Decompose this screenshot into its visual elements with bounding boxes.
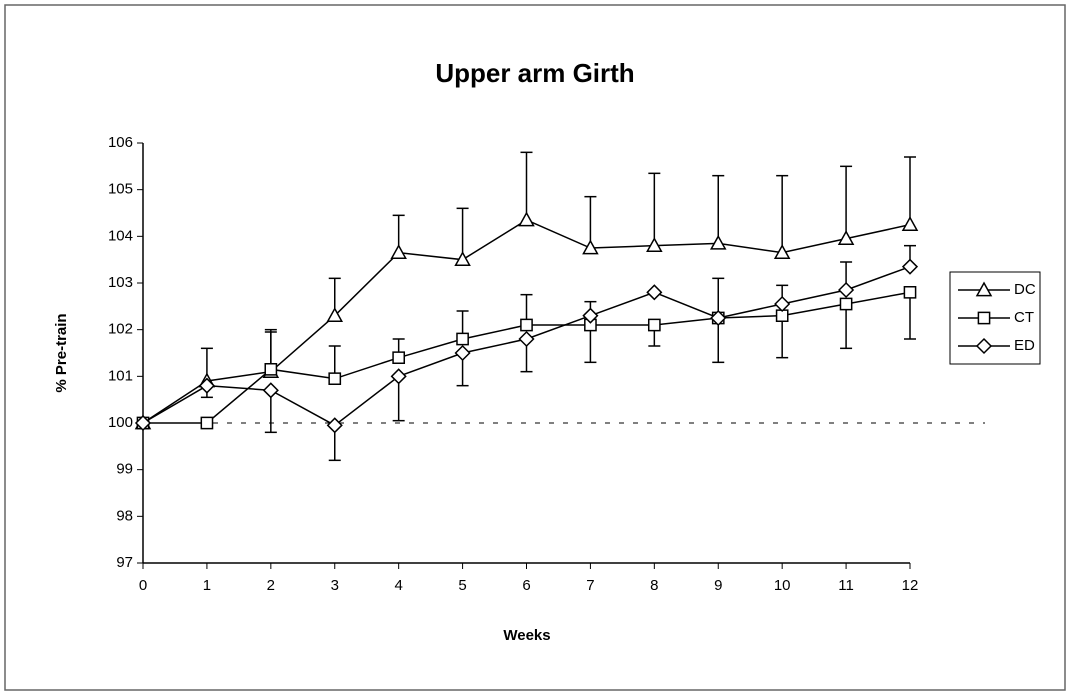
x-tick-label: 6 [522,577,530,594]
point [901,258,919,275]
point [709,234,727,250]
point [520,318,533,332]
y-tick-label: 103 [108,274,133,291]
point [838,281,855,299]
point [200,416,214,430]
x-tick-label: 3 [331,577,339,594]
point [390,368,407,385]
y-axis-label: % Pre-train [53,313,70,392]
point [647,318,661,332]
point [903,285,917,299]
x-axis-label: Weeks [503,627,550,644]
y-tick-label: 101 [108,367,133,384]
x-tick-label: 1 [203,577,211,594]
point [646,284,663,301]
chart-title: Upper arm Girth [435,58,634,88]
point [454,251,471,267]
y-tick-label: 106 [108,134,133,151]
point [839,297,853,311]
point [328,372,342,386]
legend-marker [975,281,993,297]
y-tick-label: 99 [116,461,133,478]
point [518,330,535,348]
y-tick-label: 105 [108,181,133,198]
x-tick-label: 12 [902,577,919,594]
point [134,414,152,432]
point [198,377,215,394]
point [454,344,471,362]
y-tick-label: 104 [108,227,133,244]
x-tick-label: 11 [838,577,854,594]
point [456,332,469,346]
point [392,351,406,365]
point [646,237,663,253]
x-tick-label: 7 [586,577,594,594]
y-tick-label: 98 [116,507,133,524]
point [262,382,279,399]
point [264,362,278,376]
chart-border [4,4,1066,691]
x-tick-label: 5 [458,577,466,594]
point [901,216,919,232]
point [837,230,855,246]
x-tick-label: 8 [650,577,658,594]
point [582,239,599,255]
point [390,244,407,260]
point [710,309,727,327]
legend-label: ED [1014,337,1035,354]
point [326,307,344,323]
y-tick-label: 97 [116,554,133,571]
legend-marker [975,337,993,355]
y-tick-label: 100 [108,414,133,431]
legend-label: CT [1014,309,1034,326]
y-tick-label: 102 [108,321,133,338]
point [518,211,535,227]
point [773,244,791,260]
x-tick-label: 9 [714,577,722,594]
x-tick-label: 2 [267,577,275,594]
point [326,417,343,434]
legend-label: DC [1014,281,1036,298]
point [774,295,791,313]
point [582,307,599,324]
x-tick-label: 0 [139,577,147,594]
x-tick-label: 10 [774,577,791,594]
legend-marker [977,311,991,325]
x-tick-label: 4 [394,577,402,594]
